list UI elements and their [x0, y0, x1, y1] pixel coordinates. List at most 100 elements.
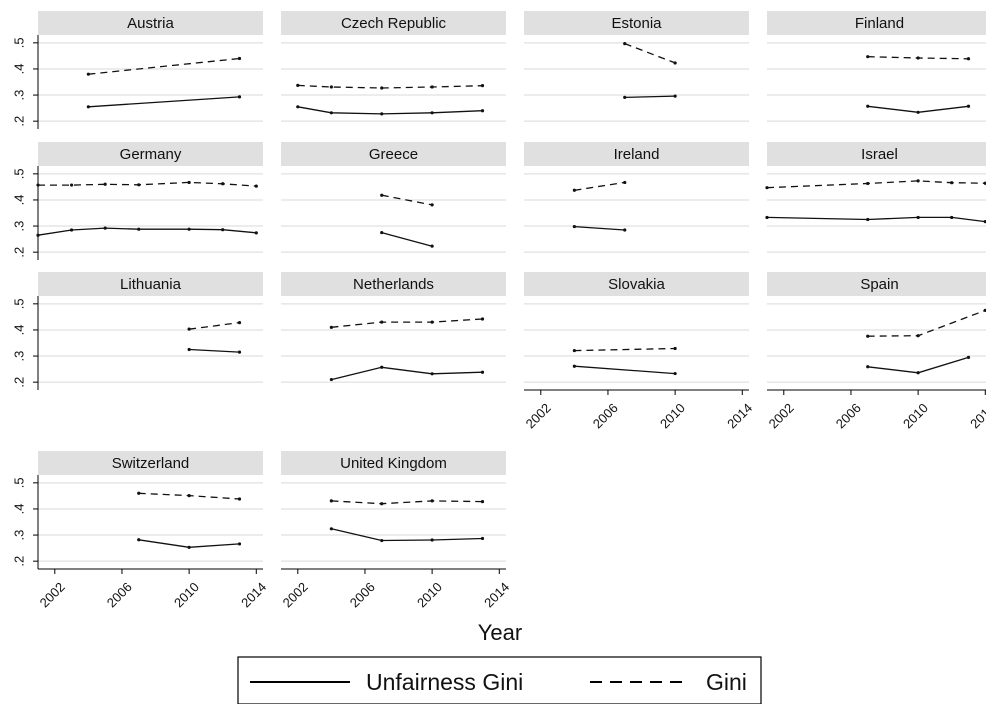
y-tick-label: .4 [11, 325, 26, 336]
panel-header [767, 272, 986, 296]
series-unfairness-point [673, 371, 677, 376]
series-unfairness-point [983, 220, 986, 224]
x-tick-label: 2002 [280, 579, 311, 610]
y-tick-label: .2 [11, 116, 26, 127]
series-gini-point [916, 56, 920, 60]
series-unfairness-point [380, 538, 384, 543]
series-gini-point [103, 182, 107, 186]
series-gini-point [221, 182, 225, 186]
series-unfairness-point [187, 227, 191, 231]
panel-czech-republic: Czech Republic [281, 11, 506, 122]
panel-header [281, 272, 506, 296]
panel-title: Germany [120, 146, 182, 163]
panel-germany: Germany .2 .3 .4 .5 [11, 142, 263, 260]
panel-header [524, 142, 749, 166]
series-unfairness-line [624, 95, 676, 99]
series-unfairness-point [103, 226, 107, 230]
series-gini-point [430, 85, 434, 89]
series-gini-point [296, 83, 300, 87]
series-unfairness-point [623, 228, 627, 232]
y-tick-label: .2 [11, 247, 26, 258]
series-gini-point [237, 321, 242, 325]
panel-header [281, 451, 506, 475]
series-unfairness-line [381, 231, 433, 247]
series-unfairness-point [237, 542, 242, 546]
series-unfairness-point [916, 110, 920, 114]
series-gini-point [254, 184, 258, 188]
series-gini-point [623, 42, 627, 46]
series-gini-point [137, 491, 141, 495]
panel-header [767, 142, 986, 166]
series-gini-point [187, 494, 191, 498]
series-gini-point [572, 188, 576, 192]
panel-title: Czech Republic [341, 15, 447, 32]
series-unfairness-point [69, 228, 74, 232]
panel-header [38, 272, 263, 296]
panel-title: Switzerland [112, 455, 190, 472]
series-gini-point [623, 180, 627, 185]
panel-header [38, 451, 263, 475]
series-gini-line [189, 321, 240, 330]
series-unfairness-point [916, 215, 920, 220]
series-gini-point [765, 186, 769, 190]
y-tick-label: .5 [11, 477, 26, 488]
panel-header [38, 11, 263, 35]
series-gini-line [297, 84, 483, 89]
series-unfairness-point [296, 105, 300, 109]
x-axis-title: Year [478, 620, 522, 645]
panel-grid: Austria .2 .3 .4 .5 Czech Republic Estonia Finl… [11, 11, 986, 610]
series-unfairness-point [237, 350, 242, 354]
x-tick-label: 2010 [900, 400, 931, 431]
series-gini-point [137, 183, 141, 187]
series-unfairness-point [187, 545, 191, 549]
panel-ireland: Ireland [524, 142, 749, 253]
panel-title: Netherlands [353, 276, 434, 293]
series-gini-line [331, 318, 483, 328]
series-gini-point [916, 334, 920, 338]
x-tick-label: 2002 [766, 400, 797, 431]
series-unfairness-point [329, 111, 333, 115]
x-tick-label: 2010 [657, 400, 688, 431]
series-gini-line [766, 180, 986, 189]
series-unfairness-line [574, 225, 625, 231]
series-unfairness-line [331, 366, 483, 381]
series-unfairness-point [430, 111, 434, 115]
series-unfairness-point [86, 105, 90, 109]
x-tick-label: 2006 [347, 579, 378, 610]
y-tick-label: .2 [11, 556, 26, 567]
series-gini-point [329, 85, 333, 89]
panel-lithuania: Lithuania .2 .3 .4 .5 [11, 272, 263, 390]
series-gini-point [380, 320, 384, 324]
series-gini-point [430, 203, 434, 207]
series-unfairness-point [329, 527, 333, 531]
panel-title: United Kingdom [340, 455, 447, 472]
y-tick-label: .3 [11, 530, 26, 541]
panel-israel: Israel [765, 142, 986, 253]
series-unfairness-point [221, 228, 225, 232]
series-gini-point [480, 84, 485, 88]
series-gini-line [88, 57, 240, 75]
series-unfairness-point [380, 112, 384, 116]
series-gini-point [36, 183, 40, 187]
x-tick-label: 2002 [37, 579, 68, 610]
series-gini-point [187, 180, 191, 185]
x-tick-label: 2014 [967, 400, 986, 431]
legend-box [237, 656, 762, 704]
y-tick-label: .4 [11, 504, 26, 515]
panel-title: Greece [369, 146, 418, 163]
series-gini-point [866, 334, 870, 338]
series-unfairness-point [623, 95, 627, 100]
series-unfairness-point [254, 231, 258, 235]
series-unfairness-point [950, 215, 954, 220]
series-gini-point [673, 346, 677, 351]
series-unfairness-point [329, 377, 333, 382]
panel-netherlands: Netherlands [281, 272, 506, 383]
series-unfairness-point [572, 224, 576, 229]
panel-title: Ireland [614, 146, 660, 163]
series-unfairness-point [137, 227, 141, 231]
series-gini-line [867, 309, 986, 337]
y-tick-label: .5 [11, 168, 26, 179]
series-unfairness-point [380, 365, 384, 369]
panel-austria: Austria .2 .3 .4 .5 [11, 11, 263, 129]
